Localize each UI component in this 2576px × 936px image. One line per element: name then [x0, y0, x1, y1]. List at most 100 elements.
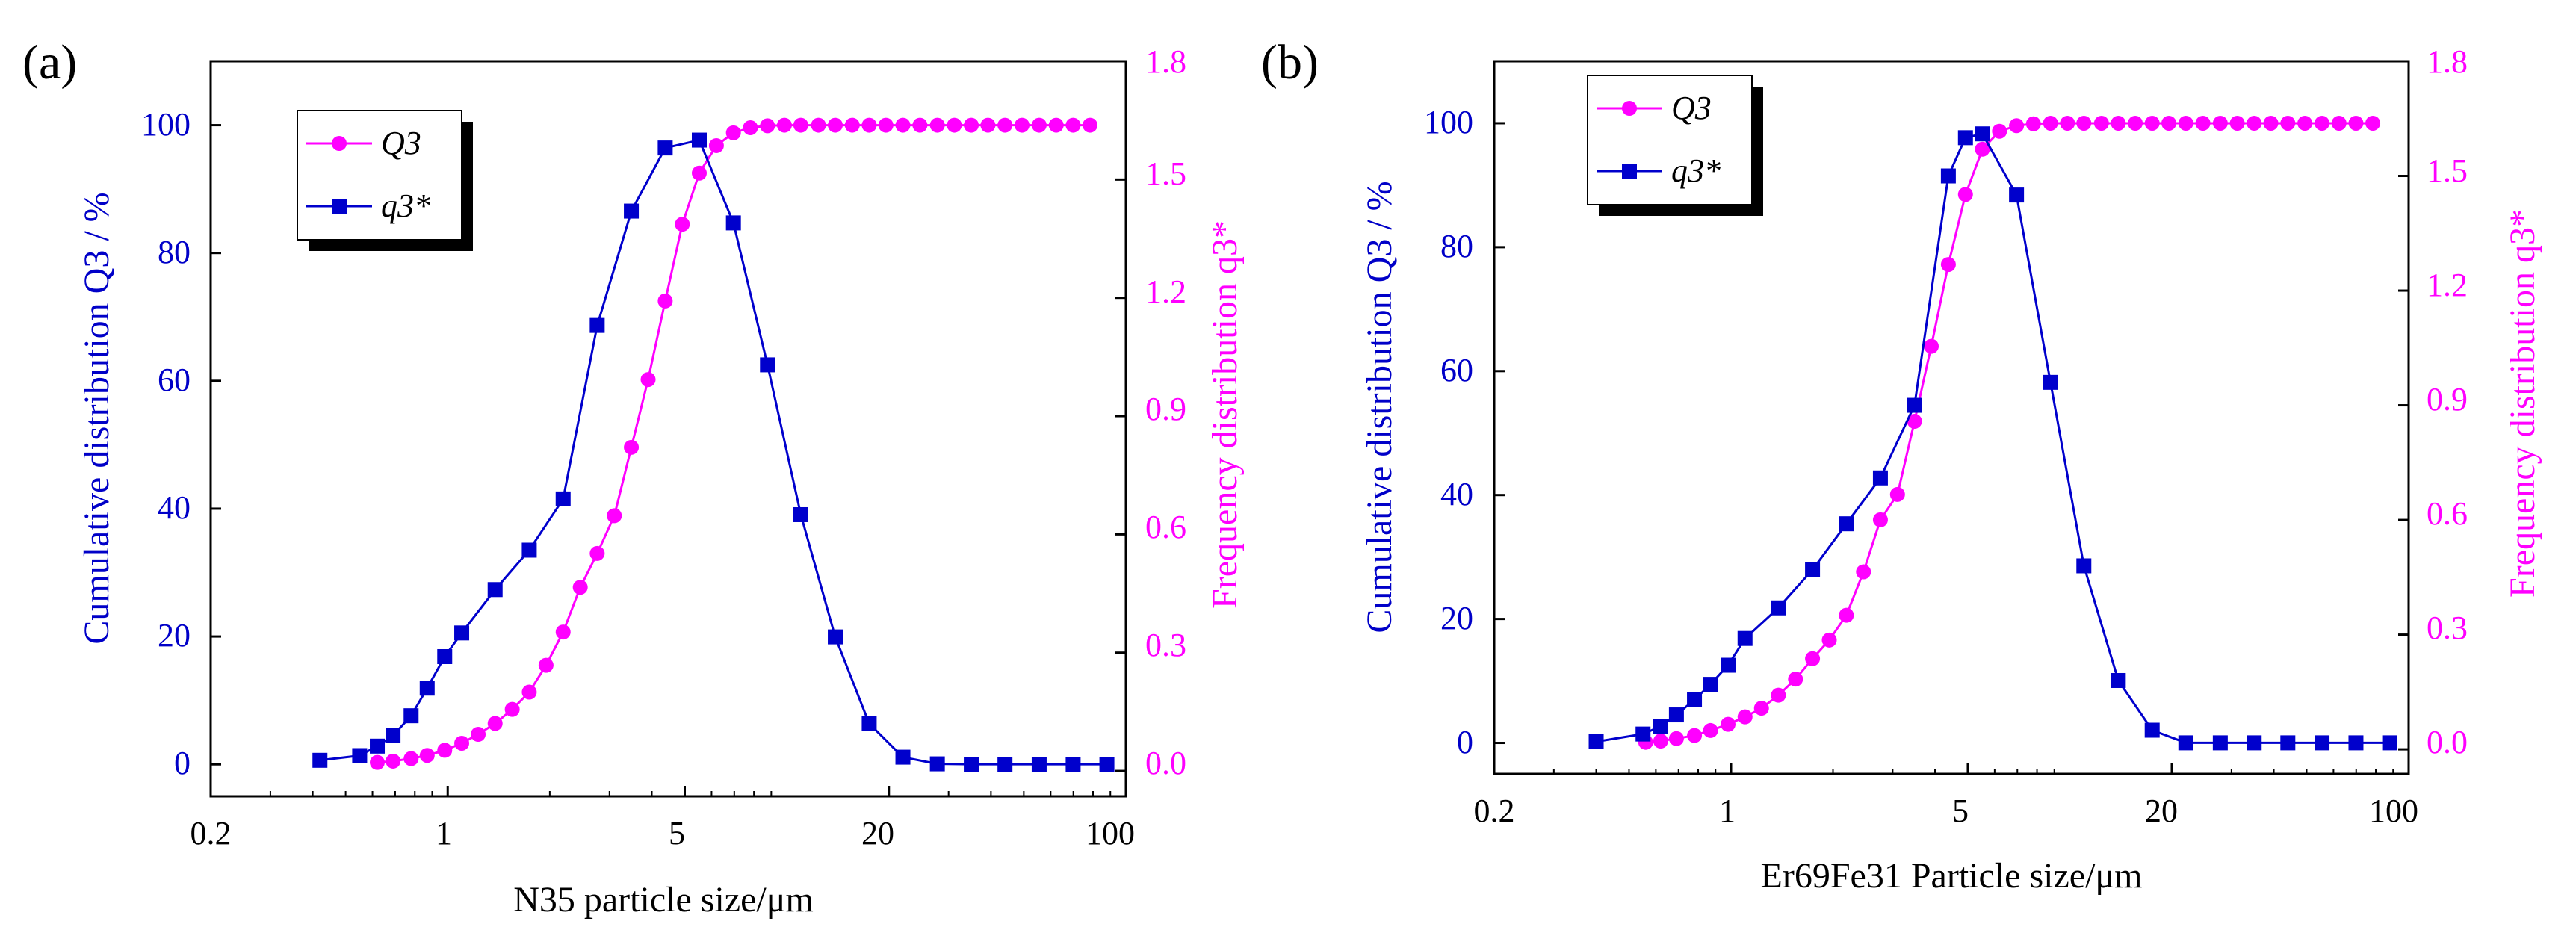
data-point-q3-cumulative: [2111, 115, 2126, 131]
series-layer: [312, 117, 1115, 772]
data-point-q3-cumulative: [1668, 731, 1684, 746]
data-point-q3-cumulative: [2365, 115, 2381, 131]
data-point-q3-frequency: [964, 757, 979, 772]
data-point-q3-frequency: [1940, 168, 1956, 184]
data-point-q3-frequency: [1721, 657, 1736, 673]
data-point-q3-cumulative: [2009, 118, 2025, 134]
y-left-axis-title: Cumulative distribution Q3 / %: [1360, 181, 1399, 633]
data-point-q3-cumulative: [589, 545, 605, 561]
y-right-axis-title: Frequency distribution q3*: [2503, 209, 2542, 598]
x-tick-label: 20: [2145, 793, 2178, 829]
series-line-q3-cumulative: [1645, 122, 2374, 744]
data-point-q3-cumulative: [760, 118, 775, 134]
legend-q3-frequency-label: q3*: [1671, 152, 1721, 189]
data-point-q3-cumulative: [1753, 701, 1769, 716]
data-point-q3-cumulative: [1653, 734, 1668, 749]
data-point-q3-cumulative: [640, 372, 656, 388]
x-tick-label: 0.2: [1474, 793, 1515, 829]
data-point-q3-cumulative: [624, 439, 640, 455]
data-point-q3-cumulative: [1975, 141, 1990, 157]
data-point-q3-cumulative: [1721, 716, 1736, 732]
y-right-tick-label: 1.2: [2427, 267, 2468, 303]
data-point-q3-cumulative: [370, 754, 386, 770]
series-line-q3-frequency: [1596, 132, 2390, 744]
data-point-q3-frequency: [2009, 187, 2025, 203]
data-point-q3-cumulative: [555, 624, 571, 640]
y-left-axis-title: Cumulative distribution Q3 / %: [77, 192, 117, 644]
data-point-q3-cumulative: [776, 117, 792, 133]
y-right-tick-label: 0.6: [1145, 509, 1186, 545]
x-tick-label: 1: [1719, 793, 1736, 829]
data-point-q3-cumulative: [419, 748, 435, 763]
data-point-q3-frequency: [1839, 516, 1854, 532]
data-point-q3-frequency: [1588, 734, 1604, 749]
data-point-q3-cumulative: [675, 217, 690, 232]
y-right-tick-label: 0.3: [1145, 627, 1186, 663]
data-point-q3-cumulative: [2263, 115, 2279, 131]
y-right-tick-label: 0.0: [2427, 724, 2468, 760]
data-point-q3-cumulative: [1687, 728, 1703, 743]
data-point-q3-frequency: [1957, 130, 1973, 146]
series-layer: [1588, 115, 2397, 751]
data-point-q3-cumulative: [2060, 115, 2075, 131]
data-point-q3-frequency: [1099, 757, 1115, 772]
y-right-tick-label: 1.2: [1145, 273, 1186, 310]
data-point-q3-cumulative: [691, 165, 707, 181]
data-point-q3-frequency: [828, 629, 843, 645]
data-point-q3-cumulative: [980, 117, 996, 133]
data-point-q3-cumulative: [2128, 115, 2143, 131]
y-right-tick-label: 0.3: [2427, 610, 2468, 646]
y-right-tick-label: 0.6: [2427, 495, 2468, 532]
data-point-q3-cumulative: [454, 735, 470, 751]
data-point-q3-cumulative: [471, 727, 486, 743]
legend-box: [1587, 75, 1753, 205]
x-tick-label: 0.2: [191, 815, 232, 852]
data-point-q3-cumulative: [895, 117, 911, 133]
data-point-q3-cumulative: [708, 137, 724, 153]
data-point-q3-cumulative: [1992, 123, 2007, 139]
data-point-q3-cumulative: [1907, 413, 1922, 429]
data-point-q3-frequency: [1687, 692, 1703, 707]
x-tick-label: 100: [1086, 815, 1135, 852]
data-point-q3-frequency: [1031, 757, 1047, 772]
y-right-tick-label: 0.9: [1145, 391, 1186, 427]
data-point-q3-frequency: [589, 317, 605, 333]
data-point-q3-cumulative: [2161, 115, 2177, 131]
data-point-q3-cumulative: [538, 657, 554, 673]
data-point-q3-cumulative: [793, 117, 808, 133]
data-point-q3-frequency: [437, 648, 453, 664]
y-left-tick-label: 60: [158, 362, 191, 398]
data-point-q3-frequency: [2144, 722, 2160, 738]
data-point-q3-cumulative: [929, 117, 945, 133]
data-point-q3-cumulative: [2093, 115, 2109, 131]
y-left-tick-label: 100: [1424, 104, 1473, 140]
data-point-q3-cumulative: [2144, 115, 2160, 131]
legend-q3-cumulative-label: Q3: [381, 125, 421, 161]
panel-b: (b) 0.2 1 5 20 100 0 20 40 60 80 100 0.0…: [1261, 35, 2542, 896]
legend-q3-frequency-label: q3*: [381, 187, 430, 224]
data-point-q3-cumulative: [1940, 257, 1956, 273]
data-point-q3-cumulative: [1889, 486, 1905, 502]
y-right-tick-label: 1.8: [1145, 43, 1186, 80]
data-point-q3-cumulative: [1083, 117, 1098, 133]
data-point-q3-frequency: [1668, 707, 1684, 723]
data-point-q3-cumulative: [1924, 338, 1939, 354]
data-point-q3-frequency: [997, 757, 1013, 772]
panel-a: (a) 0.2 1 5 20 100 0 20 40 60 80 100 0.0…: [22, 35, 1245, 920]
x-tick-label: 5: [669, 815, 685, 852]
data-point-q3-cumulative: [997, 117, 1013, 133]
tick-layer: [209, 60, 1127, 796]
y-left-tick-label: 60: [1440, 352, 1473, 388]
data-point-q3-frequency: [1737, 630, 1753, 646]
data-point-q3-cumulative: [964, 117, 979, 133]
data-point-q3-cumulative: [403, 751, 419, 766]
data-point-q3-frequency: [454, 625, 470, 641]
tick-layer: [1493, 60, 2410, 774]
x-tick-label: 100: [2369, 793, 2418, 829]
data-point-q3-cumulative: [2247, 115, 2262, 131]
y-right-tick-label: 0.0: [1145, 745, 1186, 781]
data-point-q3-cumulative: [2043, 115, 2058, 131]
data-point-q3-cumulative: [1788, 672, 1803, 687]
data-point-q3-frequency: [895, 749, 911, 765]
